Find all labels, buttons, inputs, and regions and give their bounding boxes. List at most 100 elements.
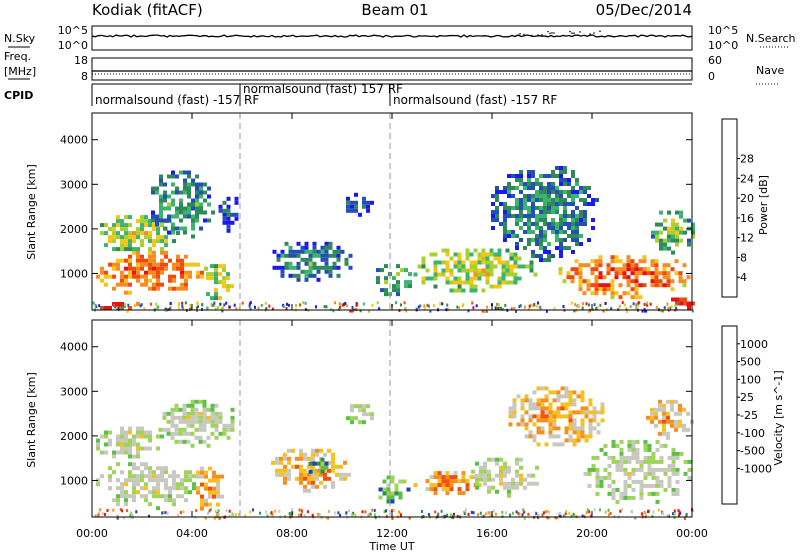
velocity-cell (311, 448, 315, 453)
velocity-cell (202, 407, 207, 412)
power-cell (583, 190, 587, 194)
power-cell (496, 307, 498, 310)
velocity-cell (643, 439, 648, 444)
power-cell (555, 230, 559, 234)
power-cell (691, 222, 695, 227)
power-cell (151, 214, 155, 219)
velocity-cell (523, 510, 525, 514)
velocity-cell (283, 456, 287, 461)
velocity-cell (176, 482, 180, 487)
velocity-cell (671, 451, 676, 456)
velocity-cell (196, 474, 200, 479)
power-cell (265, 307, 268, 311)
velocity-cell (461, 471, 466, 476)
power-cell (226, 196, 231, 201)
velocity-cell (351, 513, 354, 517)
velocity-cell (674, 423, 678, 428)
velocity-cell (651, 451, 656, 456)
power-cell (610, 291, 615, 296)
velocity-cell (662, 415, 666, 420)
velocity-cell (202, 403, 207, 408)
power-cell (531, 230, 535, 234)
velocity-cell (96, 446, 100, 451)
power-cell (637, 301, 640, 305)
velocity-cell (449, 483, 454, 488)
velocity-cell (116, 498, 120, 503)
power-cell (495, 190, 499, 194)
velocity-cell (398, 479, 403, 484)
power-cell (152, 274, 156, 279)
power-cell (316, 277, 321, 282)
power-cell (140, 223, 144, 228)
velocity-cell (226, 423, 231, 428)
velocity-cell (408, 516, 411, 520)
power-cell (214, 288, 218, 293)
power-cell (136, 301, 138, 305)
power-cell (507, 182, 511, 186)
power-cell (543, 214, 547, 218)
power-cell (551, 174, 555, 178)
power-cell (453, 252, 458, 257)
power-cell (588, 303, 590, 307)
power-cell (527, 206, 531, 210)
velocity-cell (619, 463, 624, 468)
power-cell (531, 202, 535, 206)
velocity-cell (172, 498, 176, 503)
velocity-cell (323, 476, 327, 481)
velocity-cell (536, 406, 541, 411)
power-cell (663, 238, 667, 243)
velocity-cell (548, 426, 553, 431)
power-cell (515, 218, 519, 222)
velocity-cell (631, 451, 636, 456)
nsky-tick-bottom: 10^0 (58, 39, 88, 52)
power-cell (591, 198, 595, 202)
velocity-cell (611, 439, 616, 444)
power-cell (151, 218, 155, 223)
velocity-cell (661, 512, 664, 515)
velocity-cell (635, 439, 640, 444)
velocity-cell (210, 407, 215, 412)
power-cell (535, 214, 539, 218)
power-cell (638, 283, 643, 288)
power-cell (449, 288, 454, 293)
velocity-cell (196, 486, 200, 491)
power-cell (531, 174, 535, 178)
power-cell (116, 258, 120, 263)
power-cell (567, 222, 571, 226)
velocity-cell (564, 394, 569, 399)
power-cell (254, 305, 256, 309)
power-cell (171, 222, 175, 227)
power-cell (128, 239, 132, 244)
velocity-cell (152, 490, 156, 495)
nsearch-point (531, 34, 533, 37)
power-cell (594, 263, 599, 268)
velocity-cell (511, 511, 514, 515)
velocity-cell (623, 471, 628, 476)
power-cell (457, 288, 462, 293)
power-cell (563, 210, 567, 214)
power-cell (481, 272, 486, 277)
velocity-cell (212, 478, 216, 483)
power-cell (214, 264, 218, 269)
power-cell (120, 219, 124, 224)
power-cell (128, 266, 132, 271)
velocity-cell (231, 512, 234, 516)
power-cell (160, 258, 164, 263)
velocity-cell (685, 514, 688, 518)
velocity-cell (548, 402, 553, 407)
velocity-cell (463, 512, 466, 516)
velocity-cell (576, 438, 581, 443)
velocity-cell (209, 508, 212, 512)
power-cell (505, 272, 510, 277)
velocity-cell (166, 431, 171, 436)
velocity-cell (182, 427, 187, 432)
velocity-cell (208, 502, 212, 507)
power-cell (160, 223, 164, 228)
power-cell (268, 304, 271, 308)
power-cell (527, 182, 531, 186)
velocity-cell (275, 468, 279, 473)
velocity-cell (671, 491, 676, 496)
velocity-cell (635, 455, 640, 460)
velocity-cell (136, 450, 140, 455)
power-cell (574, 259, 579, 264)
